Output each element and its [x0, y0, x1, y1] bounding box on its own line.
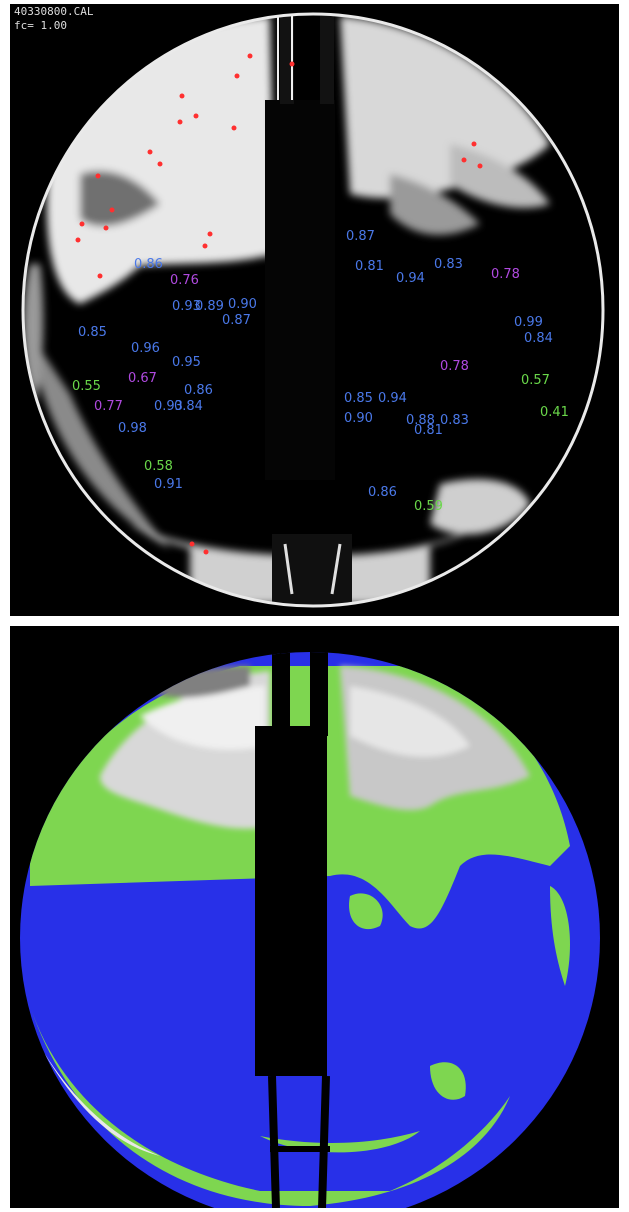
transmission-value-label: 0.99 — [514, 315, 543, 330]
transmission-value-label: 0.91 — [154, 477, 183, 492]
cloud-classification-image — [10, 626, 619, 1208]
transmission-value-label: 0.86 — [134, 257, 163, 272]
transmission-value-label: 0.85 — [344, 391, 373, 406]
calibration-factor: fc= 1.00 — [14, 19, 67, 32]
transmission-value-label: 0.96 — [131, 341, 160, 356]
fisheye-classification-bottom — [20, 652, 600, 1208]
image-filename: 40330800.CAL — [14, 5, 94, 18]
transmission-value-label: 0.93 — [172, 299, 201, 314]
transmission-value-label: 0.83 — [434, 257, 463, 272]
transmission-value-label: 0.77 — [94, 399, 123, 414]
transmission-value-label: 0.90 — [344, 411, 373, 426]
transmission-value-label: 0.93 — [154, 399, 183, 414]
transmission-value-label: 0.84 — [174, 399, 203, 414]
transmission-value-label: 0.57 — [521, 373, 550, 388]
transmission-value-label: 0.78 — [491, 267, 520, 282]
transmission-value-label: 0.94 — [396, 271, 425, 286]
transmission-value-label: 0.55 — [72, 379, 101, 394]
transmission-value-label: 0.98 — [118, 421, 147, 436]
transmission-value-label: 0.87 — [222, 313, 251, 328]
transmission-value-label: 0.86 — [368, 485, 397, 500]
transmission-value-label: 0.95 — [172, 355, 201, 370]
transmission-value-label: 0.88 — [406, 413, 435, 428]
transmission-value-label: 0.90 — [228, 297, 257, 312]
transmission-value-label: 0.59 — [414, 499, 443, 514]
transmission-value-label: 0.83 — [440, 413, 469, 428]
transmission-value-label: 0.67 — [128, 371, 157, 386]
sun-marker-dots — [75, 53, 483, 555]
transmission-value-label: 0.81 — [355, 259, 384, 274]
calibrated-sky-image: 40330800.CAL fc= 1.00 0.87 0.86 0.81 0.94 0.… — [10, 4, 619, 616]
transmission-value-label: 0.76 — [170, 273, 199, 288]
transmission-value-label: 0.86 — [184, 383, 213, 398]
transmission-value-label: 0.81 — [414, 423, 443, 438]
transmission-value-label: 0.89 — [195, 299, 224, 314]
transmission-value-label: 0.84 — [524, 331, 553, 346]
transmission-value-label: 0.87 — [346, 229, 375, 244]
transmission-value-label: 0.58 — [144, 459, 173, 474]
transmission-value-label: 0.85 — [78, 325, 107, 340]
transmission-value-label: 0.78 — [440, 359, 469, 374]
transmission-value-label: 0.94 — [378, 391, 407, 406]
fisheye-sky-top — [21, 12, 605, 608]
transmission-value-label: 0.41 — [540, 405, 569, 420]
